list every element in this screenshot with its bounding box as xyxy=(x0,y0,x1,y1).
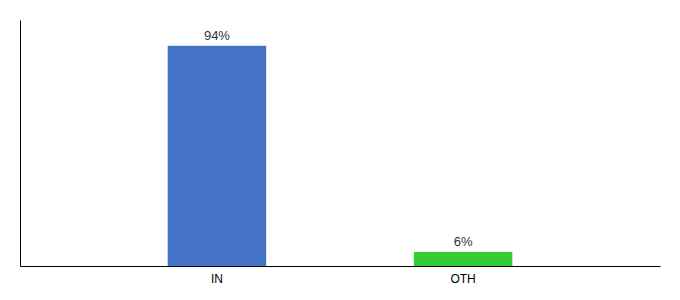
x-tick-label: IN xyxy=(211,272,223,286)
x-axis-line xyxy=(21,266,661,267)
y-axis xyxy=(20,21,21,267)
x-tick: IN xyxy=(211,266,223,286)
y-axis-line xyxy=(20,21,21,267)
data-label: 94% xyxy=(204,28,230,43)
data-label: 6% xyxy=(454,234,473,249)
x-axis: IN OTH xyxy=(21,266,661,286)
chart-container: IN OTH 94% 6% xyxy=(0,0,680,300)
chart: IN OTH 94% 6% xyxy=(0,0,680,300)
x-tick-label: OTH xyxy=(450,272,475,286)
bar xyxy=(414,252,512,266)
data-labels: 94% 6% xyxy=(204,28,473,249)
x-tick: OTH xyxy=(450,266,475,286)
bar xyxy=(168,46,266,266)
bars xyxy=(168,46,513,266)
